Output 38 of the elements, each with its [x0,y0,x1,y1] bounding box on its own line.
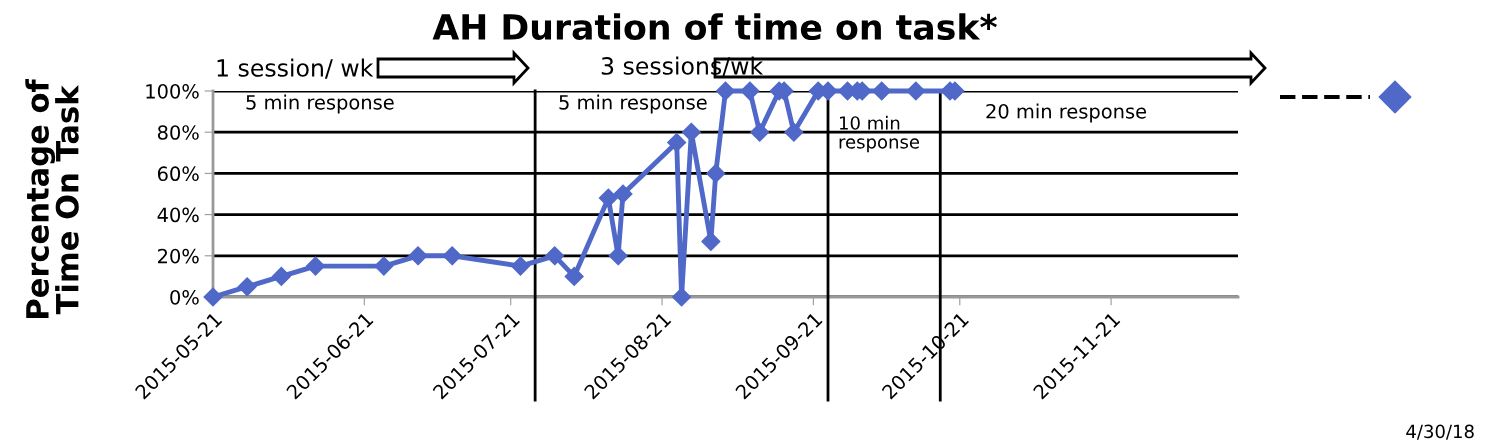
point [706,163,726,183]
y-tick-label: 100% [146,83,199,99]
point [667,132,687,153]
point [598,188,618,208]
point [701,231,721,251]
point [672,287,692,307]
point [564,266,584,286]
y-tick-label: 80% [157,125,199,140]
point [237,277,257,297]
point [203,287,223,307]
point [681,122,701,142]
point [442,246,462,266]
point [608,246,628,266]
annotation: 5 min response [559,94,707,114]
y-tick-label: 20% [158,248,199,264]
chart-title: AH Duration of time on task* [432,13,997,41]
y-tick-label: 40% [157,207,199,223]
point [545,246,565,266]
point [374,256,394,276]
annotation: 20 min response [986,103,1147,123]
point [715,81,736,101]
point [784,122,804,142]
point [613,184,633,204]
text: 4/30/18 [1406,424,1474,440]
annotation: 5 min response [246,94,394,114]
point [305,256,326,276]
point [408,246,428,266]
point [872,81,892,101]
point [750,122,770,142]
point [271,266,291,286]
point [906,81,926,101]
point [510,256,531,276]
y-axis-title: Percentage of Time On Task [25,78,79,318]
point [740,81,760,101]
y-tick-label: 0% [170,289,199,305]
text: 1 session/ wk [217,58,374,79]
y-tick-label: 60% [157,166,199,182]
annotation: 10 min response [839,115,920,153]
